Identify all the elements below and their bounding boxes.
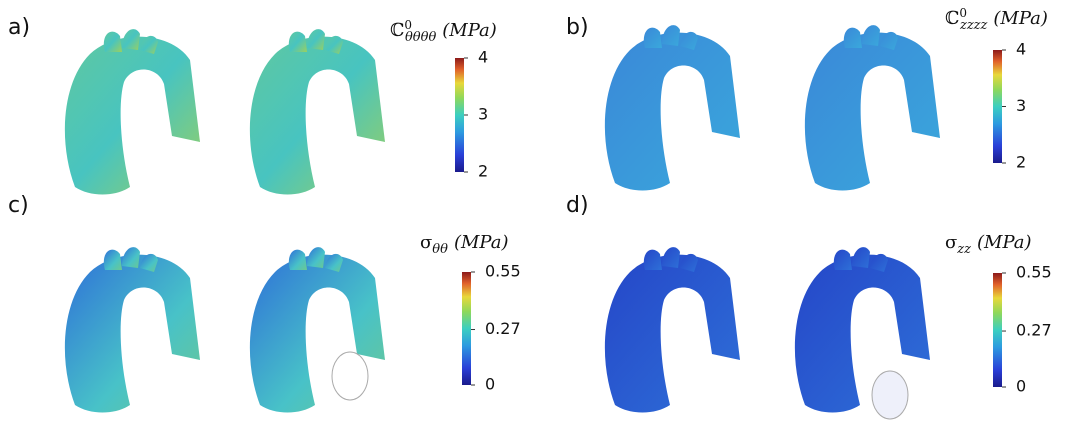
figure: a)ℂ0θθθθ(MPa)234b)ℂ0zzzz(MPa)234c)σθθ(MP… — [0, 0, 1070, 421]
colorbar-tick-label: 3 — [1016, 96, 1026, 115]
colorbar-tick-label: 0 — [485, 375, 495, 394]
colorbar-tick-label: 0.55 — [485, 262, 521, 281]
colorbar-tick-label: 0.27 — [485, 319, 521, 338]
colorbar-title: σθθ (MPa) — [420, 232, 508, 257]
colorbar-tick-label: 3 — [478, 105, 488, 124]
aorta — [65, 247, 200, 412]
aorta — [805, 25, 940, 190]
colorbar — [462, 272, 471, 385]
vessel-opening — [872, 371, 908, 419]
colorbar-tick-label: 2 — [1016, 153, 1026, 172]
colorbar — [455, 58, 464, 172]
aorta — [605, 247, 740, 412]
symbol: σ — [420, 232, 432, 253]
panel-label: d) — [566, 193, 589, 218]
subscript: θθθθ — [405, 30, 436, 45]
unit: (MPa) — [454, 232, 509, 253]
panel-label: a) — [8, 15, 30, 40]
subscript: zzzz — [959, 18, 988, 33]
colorbar-tick-label: 0.55 — [1016, 263, 1052, 282]
symbol: σ — [945, 232, 957, 253]
unit: (MPa) — [977, 232, 1032, 253]
subscript: zz — [956, 242, 971, 257]
colorbar-title: σzz (MPa) — [945, 232, 1032, 257]
colorbar — [993, 273, 1002, 387]
aorta — [65, 29, 200, 194]
subscript: θθ — [432, 242, 448, 257]
symbol: ℂ — [390, 20, 404, 41]
unit: (MPa) — [993, 8, 1048, 29]
colorbar-tick-label: 2 — [478, 162, 488, 181]
panel-label: c) — [8, 193, 29, 218]
vessel-opening — [332, 352, 368, 400]
aorta — [795, 247, 930, 412]
colorbar-tick-label: 0 — [1016, 377, 1026, 396]
unit: (MPa) — [442, 20, 497, 41]
aorta — [605, 25, 740, 190]
colorbar-tick-label: 4 — [1016, 40, 1026, 59]
colorbar-tick-label: 0.27 — [1016, 321, 1052, 340]
colorbar-tick-label: 4 — [478, 48, 488, 67]
panel-label: b) — [566, 15, 589, 40]
aorta — [250, 29, 385, 194]
aorta-renderings — [65, 25, 940, 419]
colorbar — [993, 50, 1002, 163]
symbol: ℂ — [945, 8, 959, 29]
